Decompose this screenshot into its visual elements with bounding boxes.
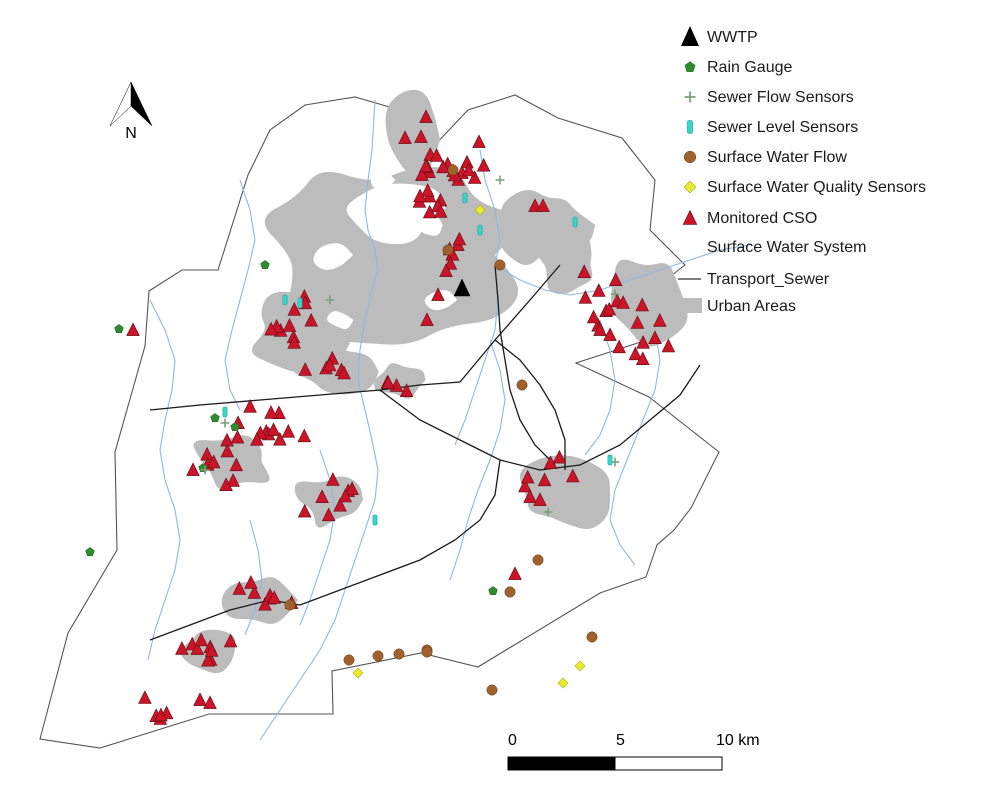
svg-text:Monitored CSO: Monitored CSO [707,210,817,227]
svg-text:WWTP: WWTP [707,29,758,46]
svg-text:Surface Water Quality Sensors: Surface Water Quality Sensors [707,179,926,196]
svg-text:Surface Water Flow: Surface Water Flow [707,149,847,166]
svg-text:Sewer Flow Sensors: Sewer Flow Sensors [707,89,854,106]
svg-text:0: 0 [508,732,517,749]
svg-text:Rain Gauge: Rain Gauge [707,59,792,76]
svg-text:Surface Water System: Surface Water System [707,239,866,256]
svg-text:Sewer Level Sensors: Sewer Level Sensors [707,119,858,136]
svg-text:5: 5 [616,732,625,749]
svg-text:N: N [125,125,137,142]
svg-text:Transport_Sewer: Transport_Sewer [707,271,830,288]
svg-text:10 km: 10 km [716,732,760,749]
svg-text:Urban Areas: Urban Areas [707,298,796,315]
